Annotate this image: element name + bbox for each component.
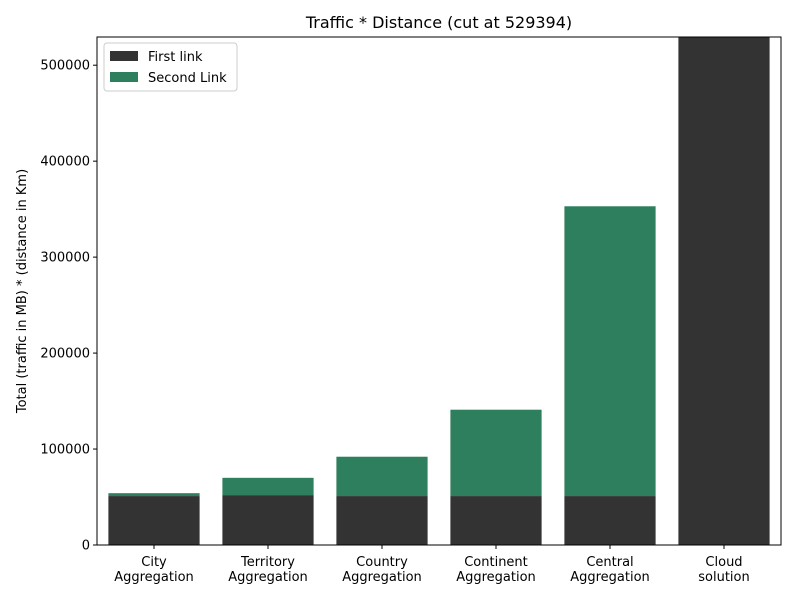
legend-swatch xyxy=(110,51,138,61)
plot-frame xyxy=(96,36,782,546)
bar-second-link-4 xyxy=(564,206,656,497)
plot-area xyxy=(108,37,770,545)
bar-first-link-3 xyxy=(450,496,542,545)
x-tick-label: Cloud solution xyxy=(698,555,749,585)
bar-first-link-1 xyxy=(222,495,314,545)
bar-first-link-0 xyxy=(108,496,200,545)
bar-second-link-1 xyxy=(222,477,314,496)
chart-title: Traffic * Distance (cut at 529394) xyxy=(305,13,572,32)
bar-first-link-4 xyxy=(564,496,656,545)
bar-first-link-2 xyxy=(336,496,428,545)
x-tick-label: City Aggregation xyxy=(114,555,194,585)
bar-first-link-5 xyxy=(678,37,770,545)
y-tick-label: 400000 xyxy=(40,155,90,170)
y-tick-label: 500000 xyxy=(40,59,90,74)
y-axis-label: Total (traffic in MB) * (distance in Km) xyxy=(15,169,30,414)
x-tick-label: Country Aggregation xyxy=(342,555,422,585)
legend-label: First link xyxy=(148,50,203,65)
bar-second-link-0 xyxy=(108,493,200,497)
y-tick-label: 0 xyxy=(82,539,90,554)
axes: 0 100000 200000 300000 400000 500000 City Aggre… xyxy=(40,36,782,585)
legend-label: Second Link xyxy=(148,71,227,86)
x-tick-label: Central Aggregation xyxy=(570,555,650,585)
legend-swatch xyxy=(110,72,138,82)
legend: First link Second Link xyxy=(103,42,238,92)
y-tick-label: 300000 xyxy=(40,251,90,266)
y-tick-label: 200000 xyxy=(40,347,90,362)
y-tick-label: 100000 xyxy=(40,443,90,458)
x-tick-label: Continent Aggregation xyxy=(456,555,536,585)
bar-second-link-3 xyxy=(450,409,542,497)
bar-second-link-2 xyxy=(336,456,428,497)
x-tick-label: Territory Aggregation xyxy=(228,555,308,585)
